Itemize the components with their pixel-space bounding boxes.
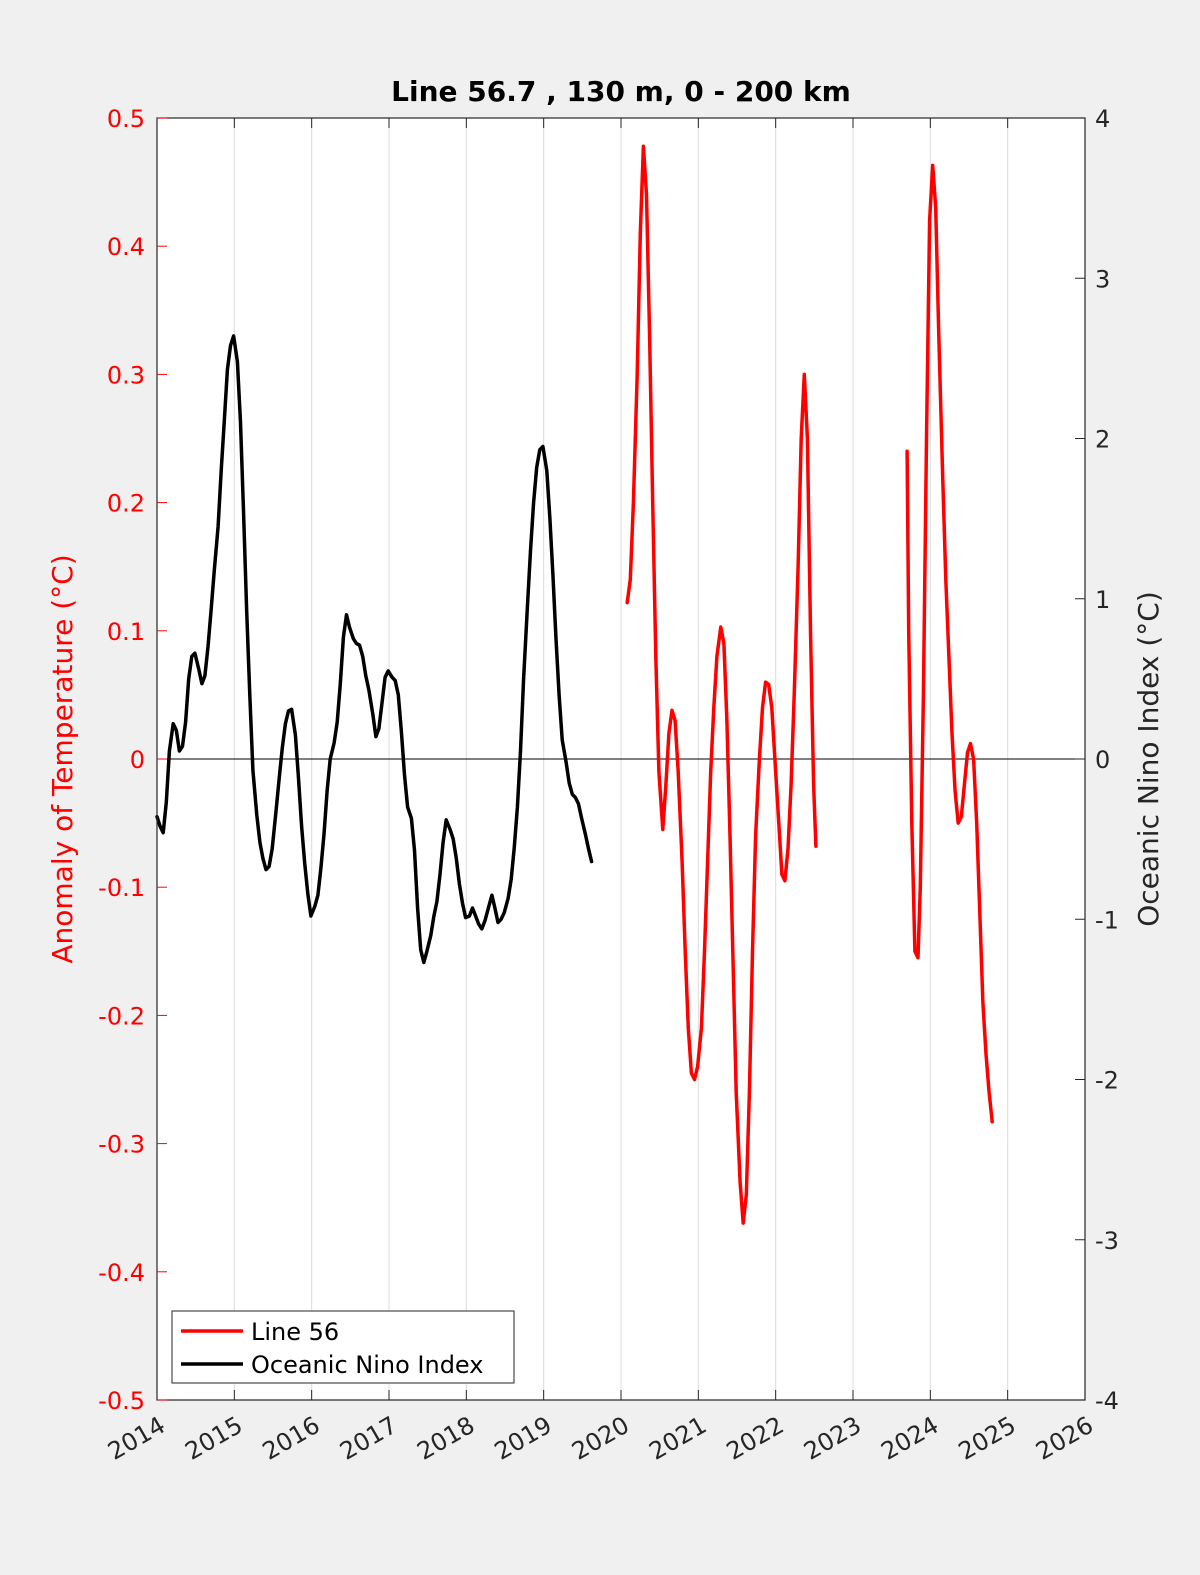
series-line-line56 [625,144,818,1225]
y-right-tick-label: 0 [1095,746,1110,774]
y-left-tick-label: -0.3 [98,1131,145,1159]
y-right-tick-label: 3 [1095,265,1110,293]
y-left-tick-label: 0.4 [107,233,145,261]
y-left-tick-label: -0.2 [98,1002,145,1030]
y-right-tick-label: 2 [1095,426,1110,454]
y-axis-right-label: Oceanic Nino Index (°C) [1132,591,1165,927]
y-right-tick-label: -1 [1095,906,1119,934]
series-line-oni [155,334,594,965]
y-right-tick-label: 4 [1095,105,1110,133]
y-left-tick-label: 0.5 [107,105,145,133]
y-right-tick-label: 1 [1095,586,1110,614]
legend-label-oni: Oceanic Nino Index [251,1351,483,1379]
y-left-tick-label: -0.5 [98,1387,145,1415]
y-right-tick-label: -4 [1095,1387,1119,1415]
series-group [155,144,994,1225]
y-right-tick-label: -3 [1095,1227,1119,1255]
y-left-tick-label: 0.3 [107,361,145,389]
legend: Line 56 Oceanic Nino Index [171,1310,515,1384]
legend-box [171,1310,515,1384]
y-left-tick-label: 0.1 [107,618,145,646]
y-axis-left-label: Anomaly of Temperature (°C) [46,554,79,963]
y-left-tick-label: -0.4 [98,1259,145,1287]
y-left-tick-label: 0 [130,746,145,774]
y-left-tick-label: -0.1 [98,874,145,902]
y-right-tick-label: -2 [1095,1067,1119,1095]
chart-title: Line 56.7 , 130 m, 0 - 200 km [391,75,851,108]
y-left-tick-label: 0.2 [107,490,145,518]
series-line-line56 [905,163,994,1124]
legend-label-line56: Line 56 [251,1318,339,1346]
